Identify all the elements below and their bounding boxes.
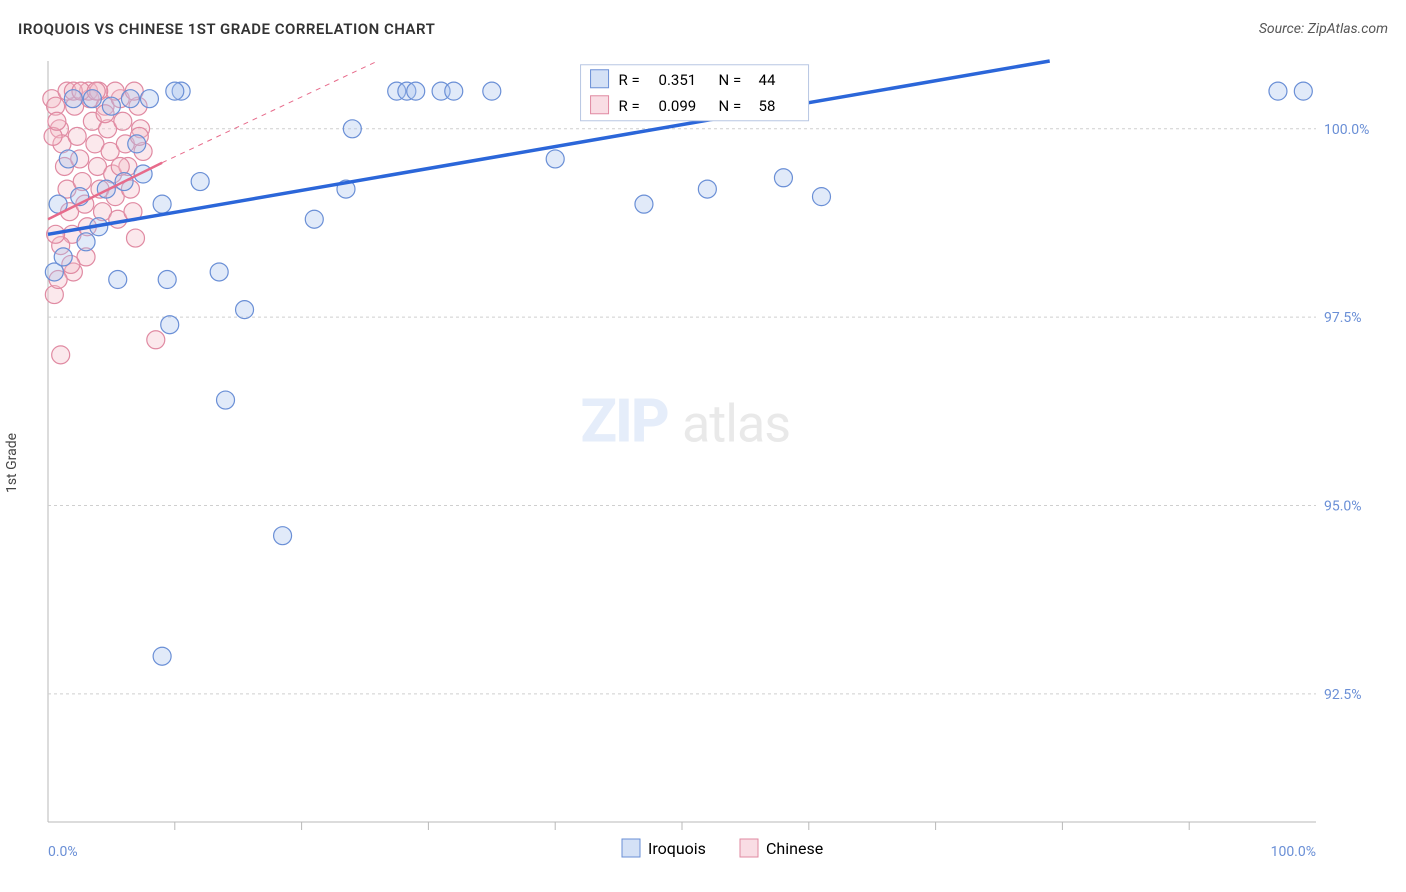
x-tick-label: 0.0% [48,844,78,860]
legend-n-value: 44 [759,71,776,89]
y-tick-label: 92.5% [1324,687,1362,703]
legend-r-label: R = [619,97,640,115]
legend-swatch [622,839,640,857]
x-tick-label: 100.0% [1271,844,1316,860]
y-tick-label: 100.0% [1324,122,1369,138]
data-point [64,90,82,108]
data-point [83,90,101,108]
legend-n-label: N = [719,71,742,89]
data-point [635,195,653,213]
data-point [59,150,77,168]
data-point [698,180,716,198]
data-point [161,316,179,334]
data-point [140,90,158,108]
legend-swatch [591,70,609,88]
data-point [343,120,361,138]
data-point [126,229,144,247]
y-tick-label: 95.0% [1324,499,1362,515]
legend-n-label: N = [719,97,742,115]
data-point [774,169,792,187]
data-point [52,346,70,364]
data-point [483,82,501,100]
source-attribution: Source: ZipAtlas.com [1259,21,1388,37]
data-point [114,112,132,130]
data-point [445,82,463,100]
data-point [274,527,292,545]
legend-swatch [740,839,758,857]
data-point [166,82,184,100]
legend-n-value: 58 [759,97,776,115]
y-axis-label: 1st Grade [4,432,20,492]
data-point [153,195,171,213]
data-point [68,127,86,145]
data-point [48,112,66,130]
chart-title: IROQUOIS VS CHINESE 1ST GRADE CORRELATIO… [18,20,435,38]
trendline-iroquois [48,61,1050,234]
data-point [158,271,176,289]
data-point [812,188,830,206]
watermark: atlas [682,394,790,455]
data-point [153,647,171,665]
legend-series-label: Chinese [766,839,823,858]
data-point [407,82,425,100]
data-point [210,263,228,281]
trendline-chinese-extrapolated [162,61,378,163]
data-point [121,90,139,108]
legend-series-label: Iroquois [648,839,706,858]
data-point [109,271,127,289]
legend-swatch [591,96,609,114]
correlation-scatter-chart: 92.5% 95.0% 97.5% 100.0% 0.0% 100.0% ZIPatlas R… [18,55,1388,870]
watermark: ZIP [581,386,668,457]
data-point [54,248,72,266]
legend-r-value: 0.099 [659,97,697,115]
legend-r-label: R = [619,71,640,89]
data-point [102,97,120,115]
data-point [77,233,95,251]
data-point [305,210,323,228]
data-point [1294,82,1312,100]
data-point [236,301,254,319]
data-point [147,331,165,349]
data-point [1269,82,1287,100]
data-point [191,173,209,191]
data-point [546,150,564,168]
legend-r-value: 0.351 [659,71,697,89]
data-point [128,135,146,153]
y-tick-label: 97.5% [1324,310,1362,326]
data-point [217,391,235,409]
